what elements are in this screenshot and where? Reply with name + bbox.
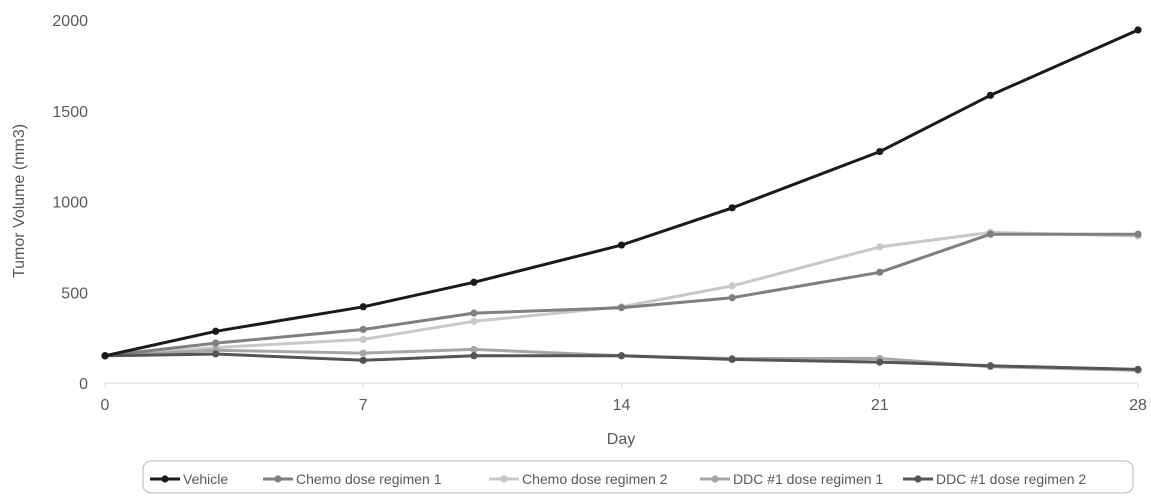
legend: Vehicle Chemo dose regimen 1 Chemo dose re… (150, 471, 1086, 487)
y-tick-label: 1500 (52, 104, 88, 121)
legend-label: DDC #1 dose regimen 1 (733, 471, 883, 487)
legend-swatch-marker (914, 475, 922, 483)
y-tick-label: 500 (61, 285, 88, 302)
x-tick-label: 7 (359, 397, 368, 414)
data-point (470, 352, 478, 360)
data-point (876, 358, 884, 366)
data-point (728, 355, 736, 364)
legend-label: Chemo dose regimen 2 (522, 471, 668, 487)
legend-swatch-marker (500, 475, 508, 483)
legend-label: DDC #1 dose regimen 2 (936, 471, 1086, 487)
data-point (876, 243, 884, 251)
legend-box (142, 460, 1134, 494)
x-tick-label: 21 (871, 397, 889, 414)
data-point (876, 268, 884, 276)
series-line (103, 230, 1140, 358)
legend-item: DDC #1 dose regimen 2 (903, 471, 1086, 487)
data-point (359, 325, 367, 334)
legend-label: Chemo dose regimen 1 (296, 471, 442, 487)
data-point (212, 350, 220, 358)
data-point (617, 352, 626, 360)
x-tick-label: 14 (613, 397, 631, 414)
series-4 (101, 345, 1142, 374)
series-line (103, 232, 1140, 358)
data-point (986, 362, 995, 370)
data-point (359, 303, 367, 311)
data-point (470, 345, 478, 354)
data-point (470, 317, 478, 325)
legend-label: Vehicle (183, 471, 228, 487)
x-tick-label: 0 (101, 397, 110, 414)
y-tick-label: 1000 (52, 195, 88, 212)
x-axis-title: Day (607, 431, 635, 448)
y-tick-label: 0 (79, 376, 88, 393)
data-point (1134, 230, 1142, 238)
data-point (470, 309, 478, 317)
data-point (728, 282, 736, 290)
data-point (359, 335, 367, 344)
x-axis-ticks: 0 7 14 21 28 (101, 383, 1147, 414)
data-point (359, 349, 367, 357)
data-point (101, 352, 109, 360)
data-point (212, 339, 220, 347)
legend-item: Vehicle (150, 471, 228, 487)
data-point (1134, 26, 1142, 34)
y-tick-label: 2000 (52, 13, 88, 30)
series-1 (101, 26, 1142, 360)
data-point (617, 304, 626, 312)
data-point (212, 327, 220, 335)
data-point (470, 278, 478, 286)
legend-swatch-marker (711, 475, 719, 483)
data-point (986, 91, 995, 99)
y-axis-title: Tumor Volume (mm3) (11, 124, 28, 278)
y-axis-ticks: 0 500 1000 1500 2000 (52, 13, 88, 393)
data-point (728, 294, 736, 302)
data-point (617, 241, 626, 249)
data-point (728, 204, 736, 212)
legend-item: Chemo dose regimen 2 (489, 471, 668, 487)
data-point (359, 356, 367, 364)
series-5 (101, 350, 1142, 373)
legend-item: DDC #1 dose regimen 1 (700, 471, 883, 487)
data-point (1134, 365, 1142, 373)
data-point (986, 230, 995, 238)
x-tick-label: 28 (1129, 397, 1147, 414)
legend-item: Chemo dose regimen 1 (263, 471, 442, 487)
plot-lines (101, 26, 1142, 374)
legend-swatch-marker (161, 475, 169, 483)
data-point (876, 147, 884, 156)
series-2 (101, 230, 1142, 360)
legend-swatch-marker (274, 475, 282, 483)
